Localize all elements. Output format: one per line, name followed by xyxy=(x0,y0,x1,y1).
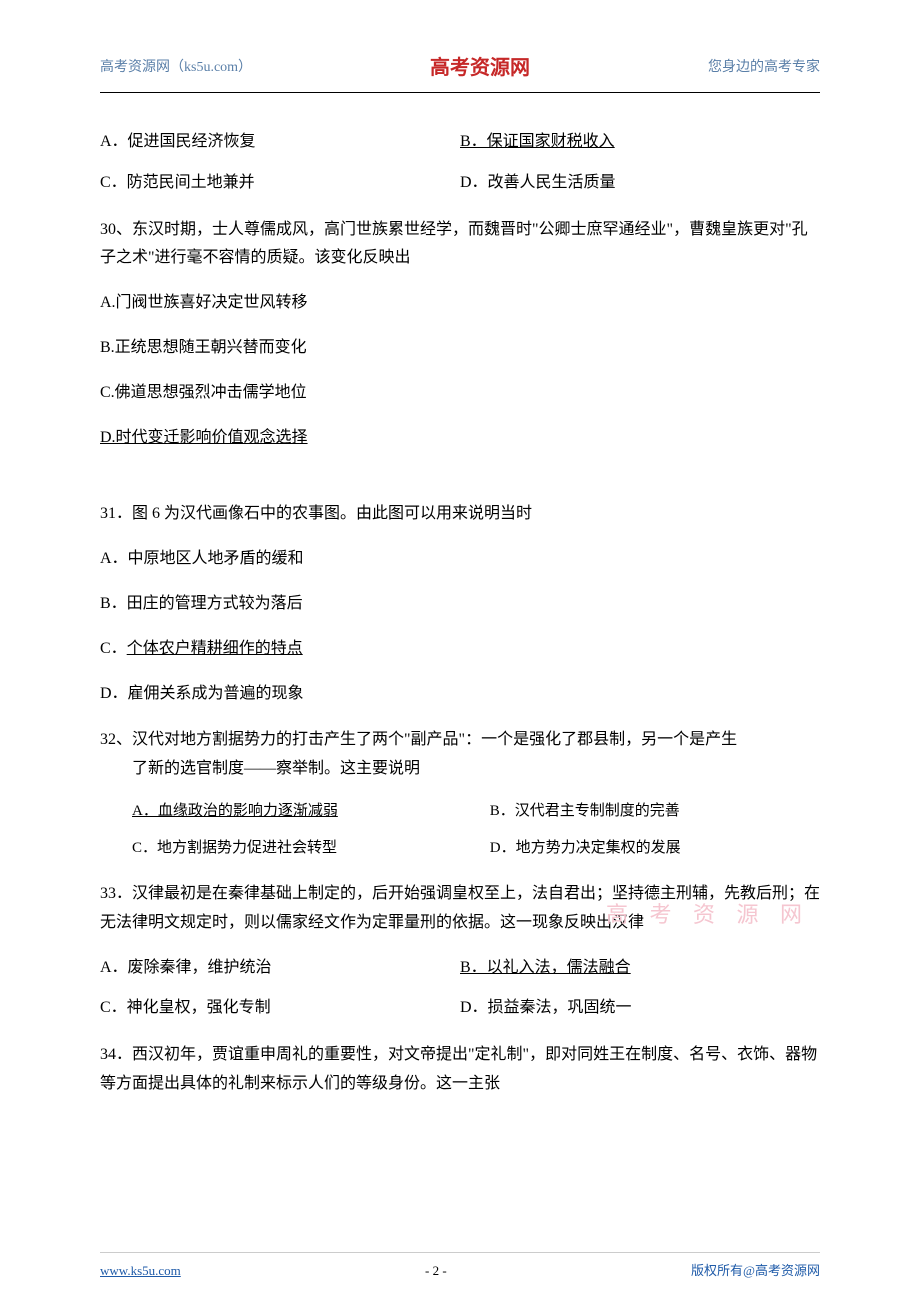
header-left-text: 高考资源网（ks5u.com） xyxy=(100,55,252,80)
question-33: 33．汉律最初是在秦律基础上制定的，后开始强调皇权至上，法自君出；坚持德主刑辅，… xyxy=(100,880,820,1023)
question-34: 34．西汉初年，贾谊重申周礼的重要性，对文帝提出"定礼制"，即对同姓王在制度、名… xyxy=(100,1041,820,1099)
q31-option-a: A．中原地区人地矛盾的缓和 xyxy=(100,545,820,574)
q31-option-c: C．个体农户精耕细作的特点 xyxy=(100,635,820,664)
q30-option-a: A.门阀世族喜好决定世风转移 xyxy=(100,289,820,318)
q30-option-d: D.时代变迁影响价值观念选择 xyxy=(100,424,820,453)
option-row: A．血缘政治的影响力逐渐减弱 B．汉代君主专制制度的完善 xyxy=(132,798,820,825)
q33-option-b: B．以礼入法，儒法融合 xyxy=(460,954,820,983)
page-footer: www.ks5u.com - 2 - 版权所有@高考资源网 xyxy=(100,1252,820,1282)
q34-stem: 34．西汉初年，贾谊重申周礼的重要性，对文帝提出"定礼制"，即对同姓王在制度、名… xyxy=(100,1041,820,1099)
spacer xyxy=(100,470,820,500)
q32-stem-line1: 32、汉代对地方割据势力的打击产生了两个"副产品"：一个是强化了郡县制，另一个是… xyxy=(100,726,820,755)
q32-option-d: D．地方势力决定集权的发展 xyxy=(490,835,820,862)
q30-stem: 30、东汉时期，士人尊儒成风，高门世族累世经学，而魏晋时"公卿士庶罕通经业"，曹… xyxy=(100,216,820,274)
q31-option-d: D．雇佣关系成为普遍的现象 xyxy=(100,680,820,709)
question-31: 31．图 6 为汉代画像石中的农事图。由此图可以用来说明当时 A．中原地区人地矛… xyxy=(100,500,820,708)
q33-stem: 33．汉律最初是在秦律基础上制定的，后开始强调皇权至上，法自君出；坚持德主刑辅，… xyxy=(100,880,820,938)
q31-stem: 31．图 6 为汉代画像石中的农事图。由此图可以用来说明当时 xyxy=(100,500,820,529)
q29-option-d: D．改善人民生活质量 xyxy=(460,169,820,198)
q32-options: A．血缘政治的影响力逐渐减弱 B．汉代君主专制制度的完善 C．地方割据势力促进社… xyxy=(100,798,820,862)
q32-option-a: A．血缘政治的影响力逐渐减弱 xyxy=(132,798,490,825)
footer-copyright: 版权所有@高考资源网 xyxy=(691,1259,820,1282)
header-center-logo: 高考资源网 xyxy=(430,50,530,86)
q33-option-c: C．神化皇权，强化专制 xyxy=(100,994,460,1023)
question-30: 30、东汉时期，士人尊儒成风，高门世族累世经学，而魏晋时"公卿士庶罕通经业"，曹… xyxy=(100,216,820,453)
option-row: A．促进国民经济恢复 B．保证国家财税收入 xyxy=(100,128,820,157)
question-32: 32、汉代对地方割据势力的打击产生了两个"副产品"：一个是强化了郡县制，另一个是… xyxy=(100,726,820,862)
q29-option-c: C．防范民间土地兼并 xyxy=(100,169,460,198)
page-container: 高考资源网（ks5u.com） 高考资源网 您身边的高考专家 A．促进国民经济恢… xyxy=(0,0,920,1302)
q30-option-c: C.佛道思想强烈冲击儒学地位 xyxy=(100,379,820,408)
q31-option-b: B．田庄的管理方式较为落后 xyxy=(100,590,820,619)
option-row: C．神化皇权，强化专制 D．损益秦法，巩固统一 xyxy=(100,994,820,1023)
q33-option-a: A．废除秦律，维护统治 xyxy=(100,954,460,983)
footer-page-number: - 2 - xyxy=(425,1259,447,1282)
q31-option-c-text: 个体农户精耕细作的特点 xyxy=(127,640,303,657)
q32-option-a-text: A．血缘政治的影响力逐渐减弱 xyxy=(132,803,338,819)
q32-option-b: B．汉代君主专制制度的完善 xyxy=(490,798,820,825)
option-row: C．地方割据势力促进社会转型 D．地方势力决定集权的发展 xyxy=(132,835,820,862)
q33-option-d: D．损益秦法，巩固统一 xyxy=(460,994,820,1023)
question-29-options: A．促进国民经济恢复 B．保证国家财税收入 C．防范民间土地兼并 D．改善人民生… xyxy=(100,128,820,198)
q32-option-c: C．地方割据势力促进社会转型 xyxy=(132,835,490,862)
q29-option-a: A．促进国民经济恢复 xyxy=(100,128,460,157)
header-right-text: 您身边的高考专家 xyxy=(708,55,820,80)
option-row: C．防范民间土地兼并 D．改善人民生活质量 xyxy=(100,169,820,198)
q29-option-b: B．保证国家财税收入 xyxy=(460,128,820,157)
footer-url[interactable]: www.ks5u.com xyxy=(100,1259,181,1282)
page-header: 高考资源网（ks5u.com） 高考资源网 您身边的高考专家 xyxy=(100,50,820,93)
option-row: A．废除秦律，维护统治 B．以礼入法，儒法融合 xyxy=(100,954,820,983)
q32-stem-line2: 了新的选官制度——察举制。这主要说明 xyxy=(100,755,820,784)
q30-option-b: B.正统思想随王朝兴替而变化 xyxy=(100,334,820,363)
